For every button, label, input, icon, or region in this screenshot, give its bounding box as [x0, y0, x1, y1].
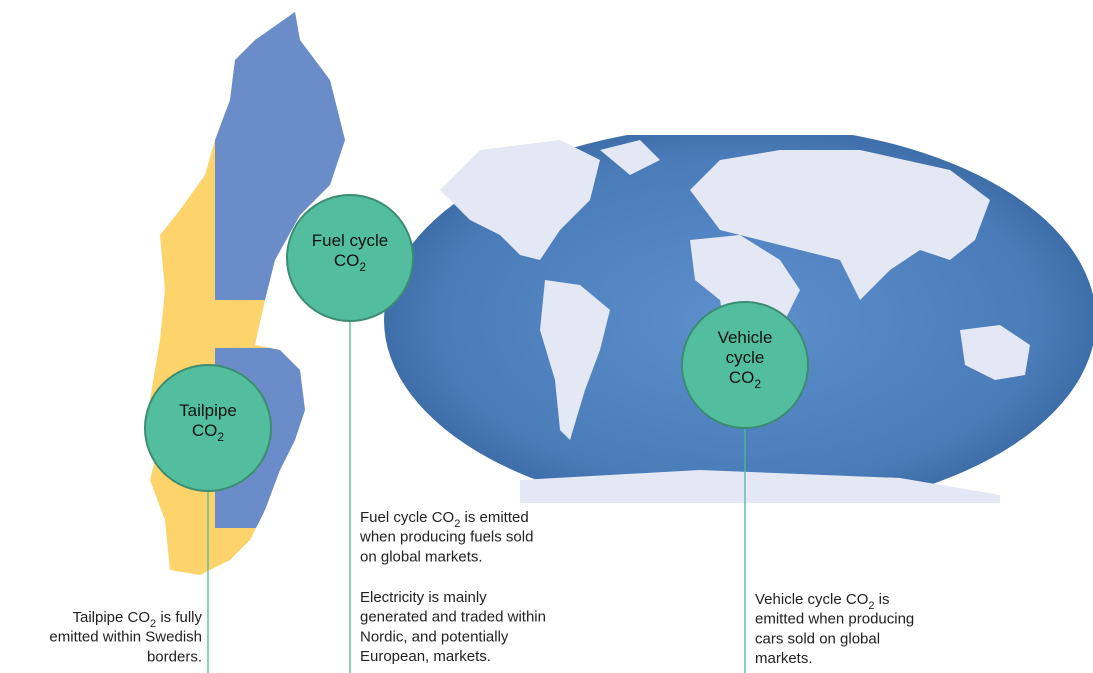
node-label-text: CO	[334, 251, 360, 270]
node-label-text: cycle	[726, 348, 765, 367]
node-label: Fuel cycle	[312, 231, 389, 250]
note-line-text: markets.	[755, 650, 813, 667]
note-line-text: generated and traded within	[360, 609, 546, 626]
note-line: Tailpipe CO2 is fully	[72, 609, 202, 630]
node-label-text: Vehicle	[718, 328, 773, 347]
note-line-text: on global markets.	[360, 548, 483, 565]
note-line: cars sold on global	[755, 630, 880, 647]
note-line-text: borders.	[147, 648, 202, 665]
node-label: CO2	[334, 251, 367, 274]
node-label: CO2	[729, 368, 762, 391]
note-line: markets.	[755, 650, 813, 667]
note-line: Vehicle cycle CO2 is	[755, 591, 890, 612]
node-label-text: Tailpipe	[179, 401, 237, 420]
note-line-text: Electricity is mainly	[360, 589, 487, 606]
note-line: emitted within Swedish	[49, 629, 202, 646]
node-circle	[681, 301, 809, 429]
node-circle	[144, 364, 272, 492]
note-line: European, markets.	[360, 648, 491, 665]
note-line: generated and traded within	[360, 609, 546, 626]
node-label-text: CO	[192, 421, 218, 440]
note-line-text: emitted when producing	[755, 611, 914, 628]
node-label: Tailpipe	[179, 401, 237, 420]
note-line: emitted when producing	[755, 611, 914, 628]
node-circle	[286, 194, 414, 322]
node-label-text: CO	[729, 368, 755, 387]
node-label: Vehicle	[718, 328, 773, 347]
subscript: 2	[359, 260, 366, 274]
subscript: 2	[868, 600, 874, 612]
subscript: 2	[150, 618, 156, 630]
note-line: on global markets.	[360, 548, 483, 565]
subscript: 2	[454, 518, 460, 530]
note-line-text: when producing fuels sold	[359, 529, 533, 546]
note-line-text: Fuel cycle CO	[360, 509, 454, 526]
note-line-text: cars sold on global	[755, 630, 880, 647]
note-line-text: Tailpipe CO	[72, 609, 150, 626]
note-line-text: is fully	[156, 609, 202, 626]
note-line: Fuel cycle CO2 is emitted	[360, 509, 529, 530]
note-line-text: is	[875, 591, 890, 608]
node-label: cycle	[726, 348, 765, 367]
note-line: when producing fuels sold	[359, 529, 533, 546]
node-label-text: Fuel cycle	[312, 231, 389, 250]
note-line-text: emitted within Swedish	[49, 629, 202, 646]
note-line-text: is emitted	[460, 509, 528, 526]
note-line: Electricity is mainly	[360, 589, 487, 606]
note-line-text: European, markets.	[360, 648, 491, 665]
node-label: CO2	[192, 421, 225, 444]
note-line: borders.	[147, 648, 202, 665]
note-line-text: Vehicle cycle CO	[755, 591, 868, 608]
subscript: 2	[217, 430, 224, 444]
note-line-text: Nordic, and potentially	[360, 628, 509, 645]
subscript: 2	[754, 377, 761, 391]
note-line: Nordic, and potentially	[360, 628, 509, 645]
